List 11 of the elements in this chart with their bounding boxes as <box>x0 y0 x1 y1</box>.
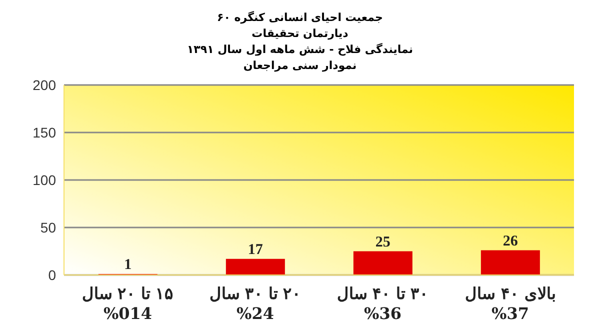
data-label: 17 <box>248 242 264 258</box>
chart-title: جمعیت احیای انسانی کنگره ۶۰ <box>216 10 384 26</box>
y-tick-label: 0 <box>48 266 56 283</box>
y-tick-label: 100 <box>32 172 56 188</box>
data-label: 26 <box>502 233 518 250</box>
chart-subtitle: دیارتمان تحقیقات نمایندگی فلاح - شش ماهه اول سال ۱۳۹۱ نمودار سنی مراجعان <box>186 26 414 74</box>
y-tick-label: 200 <box>32 76 56 93</box>
y-tick-label: 50 <box>40 219 56 236</box>
data-label: 1 <box>124 257 132 274</box>
y-tick-label: 150 <box>32 124 56 140</box>
data-label: 25 <box>375 234 390 250</box>
